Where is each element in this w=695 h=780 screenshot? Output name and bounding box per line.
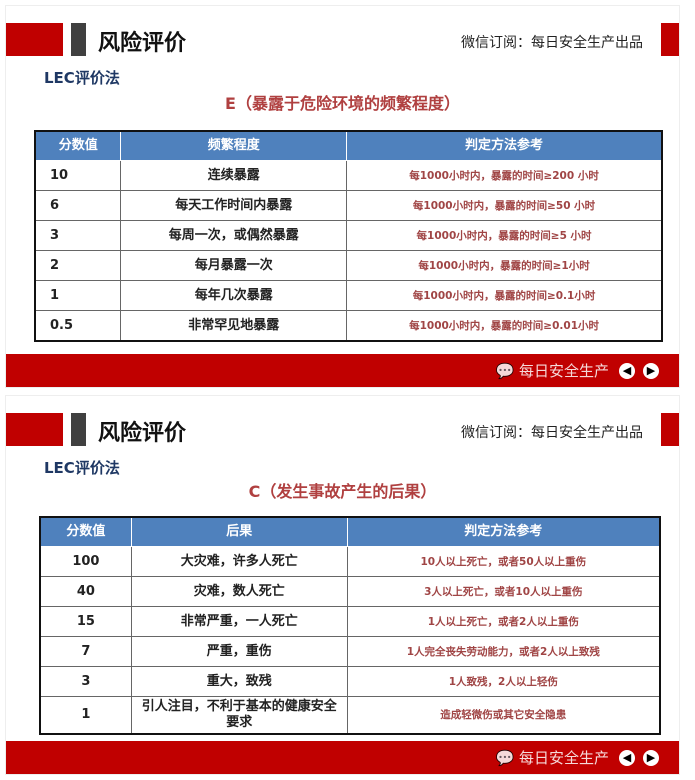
wechat-icon: 💬 [495, 749, 515, 767]
level-cell: 每周一次，或偶然暴露 [120, 220, 348, 251]
score-cell: 100 [39, 546, 132, 577]
footer-bar [6, 741, 679, 774]
level-cell: 大灾难，许多人死亡 [130, 546, 348, 577]
level-cell: 严重，重伤 [130, 636, 348, 667]
table-header: 分数值 频繁程度 判定方法参考 [34, 130, 663, 161]
method-label: LEC评价法 [44, 69, 120, 87]
criteria-cell: 每1000小时内，暴露的时间≥200 小时 [346, 160, 663, 191]
score-cell: 2 [34, 250, 122, 281]
column-header: 分数值 [34, 130, 122, 161]
criteria-cell: 造成轻微伤或其它安全隐患 [346, 696, 661, 735]
table-row: 7 严重，重伤 1人完全丧失劳动能力，或者2人以上致残 [39, 636, 661, 667]
level-cell: 重大，致残 [130, 666, 348, 697]
table-row: 6 每天工作时间内暴露 每1000小时内，暴露的时间≥50 小时 [34, 190, 663, 221]
next-arrow-icon[interactable]: ▶ [643, 750, 659, 766]
criteria-cell: 3人以上死亡，或者10人以上重伤 [346, 576, 661, 607]
level-cell: 每年几次暴露 [120, 280, 348, 311]
score-table: 分数值 后果 判定方法参考 100 大灾难，许多人死亡 10人以上死亡，或者50人以… [39, 516, 661, 735]
table-row: 100 大灾难，许多人死亡 10人以上死亡，或者50人以上重伤 [39, 546, 661, 577]
table-row: 3 每周一次，或偶然暴露 每1000小时内，暴露的时间≥5 小时 [34, 220, 663, 251]
table-row: 2 每月暴露一次 每1000小时内，暴露的时间≥1小时 [34, 250, 663, 281]
criteria-cell: 1人以上死亡，或者2人以上重伤 [346, 606, 661, 637]
prev-arrow-icon[interactable]: ◀ [619, 363, 635, 379]
table-row: 10 连续暴露 每1000小时内，暴露的时间≥200 小时 [34, 160, 663, 191]
footer-bar [6, 354, 679, 387]
gray-accent-bar [71, 413, 86, 446]
criteria-cell: 每1000小时内，暴露的时间≥5 小时 [346, 220, 663, 251]
method-label: LEC评价法 [44, 459, 120, 477]
level-cell: 连续暴露 [120, 160, 348, 191]
score-cell: 10 [34, 160, 122, 191]
next-arrow-icon[interactable]: ▶ [643, 363, 659, 379]
gray-accent-bar [71, 23, 86, 56]
level-cell: 非常严重，一人死亡 [130, 606, 348, 637]
slide-title: 风险评价 [98, 421, 187, 446]
watermark: 💬 每日安全生产 [496, 749, 609, 767]
score-cell: 1 [39, 696, 132, 735]
table-header: 分数值 后果 判定方法参考 [39, 516, 661, 547]
level-cell: 引人注目，不利于基本的健康安全要求 [130, 696, 348, 735]
slide-1: 风险评价 微信订阅：每日安全生产出品 LEC评价法 E（暴露于危险环境的频繁程度… [5, 5, 680, 388]
level-cell: 每月暴露一次 [120, 250, 348, 281]
watermark-text: 每日安全生产 [518, 362, 609, 380]
wechat-icon: 💬 [495, 362, 515, 380]
score-cell: 40 [39, 576, 132, 607]
level-cell: 灾难，数人死亡 [130, 576, 348, 607]
prev-arrow-icon[interactable]: ◀ [619, 750, 635, 766]
red-accent-block-right [661, 23, 679, 56]
table-row: 15 非常严重，一人死亡 1人以上死亡，或者2人以上重伤 [39, 606, 661, 637]
table-row: 3 重大，致残 1人致残，2人以上轻伤 [39, 666, 661, 697]
score-cell: 3 [39, 666, 132, 697]
criteria-cell: 10人以上死亡，或者50人以上重伤 [346, 546, 661, 577]
section-title: E（暴露于危险环境的频繁程度） [225, 94, 460, 113]
criteria-cell: 每1000小时内，暴露的时间≥50 小时 [346, 190, 663, 221]
level-cell: 每天工作时间内暴露 [120, 190, 348, 221]
score-cell: 3 [34, 220, 122, 251]
section-title: C（发生事故产生的后果） [248, 482, 437, 501]
red-accent-block [6, 413, 63, 446]
column-header: 频繁程度 [120, 130, 348, 161]
score-table: 分数值 频繁程度 判定方法参考 10 连续暴露 每1000小时内，暴露的时间≥200… [34, 130, 663, 342]
column-header: 后果 [130, 516, 348, 547]
table-row: 1 每年几次暴露 每1000小时内，暴露的时间≥0.1小时 [34, 280, 663, 311]
criteria-cell: 每1000小时内，暴露的时间≥1小时 [346, 250, 663, 281]
score-cell: 0.5 [34, 310, 122, 342]
subscription-note: 微信订阅：每日安全生产出品 [461, 35, 643, 51]
criteria-cell: 1人致残，2人以上轻伤 [346, 666, 661, 697]
slide-title: 风险评价 [98, 31, 187, 56]
table-row: 1 引人注目，不利于基本的健康安全要求 造成轻微伤或其它安全隐患 [39, 696, 661, 735]
red-accent-block-right [661, 413, 679, 446]
slide-2: 风险评价 微信订阅：每日安全生产出品 LEC评价法 C（发生事故产生的后果） 分… [5, 395, 680, 775]
column-header: 判定方法参考 [346, 130, 663, 161]
table-row: 0.5 非常罕见地暴露 每1000小时内，暴露的时间≥0.01小时 [34, 310, 663, 342]
red-accent-block [6, 23, 63, 56]
watermark: 💬 每日安全生产 [496, 362, 609, 380]
score-cell: 15 [39, 606, 132, 637]
score-cell: 6 [34, 190, 122, 221]
criteria-cell: 每1000小时内，暴露的时间≥0.1小时 [346, 280, 663, 311]
table-row: 40 灾难，数人死亡 3人以上死亡，或者10人以上重伤 [39, 576, 661, 607]
score-cell: 7 [39, 636, 132, 667]
column-header: 判定方法参考 [346, 516, 661, 547]
criteria-cell: 1人完全丧失劳动能力，或者2人以上致残 [346, 636, 661, 667]
score-cell: 1 [34, 280, 122, 311]
watermark-text: 每日安全生产 [518, 749, 609, 767]
subscription-note: 微信订阅：每日安全生产出品 [461, 425, 643, 441]
criteria-cell: 每1000小时内，暴露的时间≥0.01小时 [346, 310, 663, 342]
level-cell: 非常罕见地暴露 [120, 310, 348, 342]
column-header: 分数值 [39, 516, 132, 547]
